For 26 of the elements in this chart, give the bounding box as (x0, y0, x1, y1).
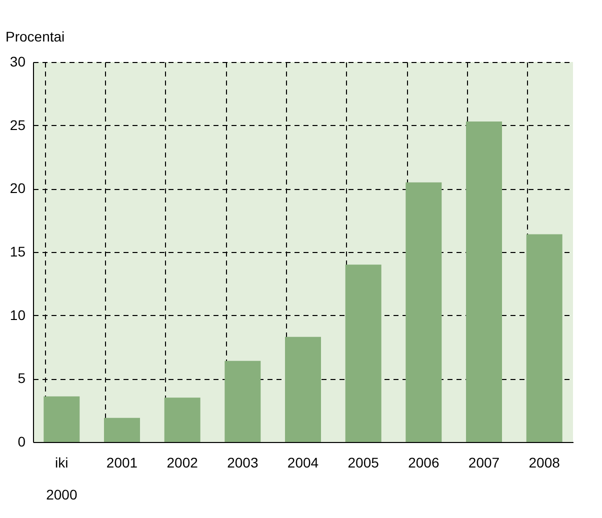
bar (164, 398, 200, 442)
y-axis-title: Procentai (6, 28, 65, 44)
x-tick-label: 2006 (408, 454, 440, 470)
bar (345, 264, 382, 442)
y-tick-label: 0 (18, 434, 26, 450)
x-tick-label: 2001 (106, 454, 138, 470)
bar (406, 182, 442, 442)
bar (104, 418, 140, 442)
x-tick-label: 2008 (528, 454, 560, 470)
x-tick-label: 2003 (227, 454, 258, 470)
bar (44, 396, 80, 442)
y-tick-label: 20 (10, 180, 26, 196)
bar (526, 234, 562, 442)
x-tick-label: 2004 (287, 454, 319, 470)
x-tick-label: 2007 (468, 454, 500, 470)
x-tick-label: iki 2000 (46, 454, 78, 502)
x-tick-label: 2002 (166, 454, 198, 470)
x-tick-label: 2005 (348, 454, 380, 470)
bar (285, 336, 321, 442)
y-tick-label: 25 (10, 116, 26, 133)
bar (466, 122, 502, 442)
y-tick-label: 5 (18, 370, 26, 386)
y-tick-label: 30 (10, 54, 26, 70)
bar (224, 360, 261, 442)
y-tick-label: 10 (10, 306, 26, 323)
y-tick-label: 15 (10, 244, 26, 260)
